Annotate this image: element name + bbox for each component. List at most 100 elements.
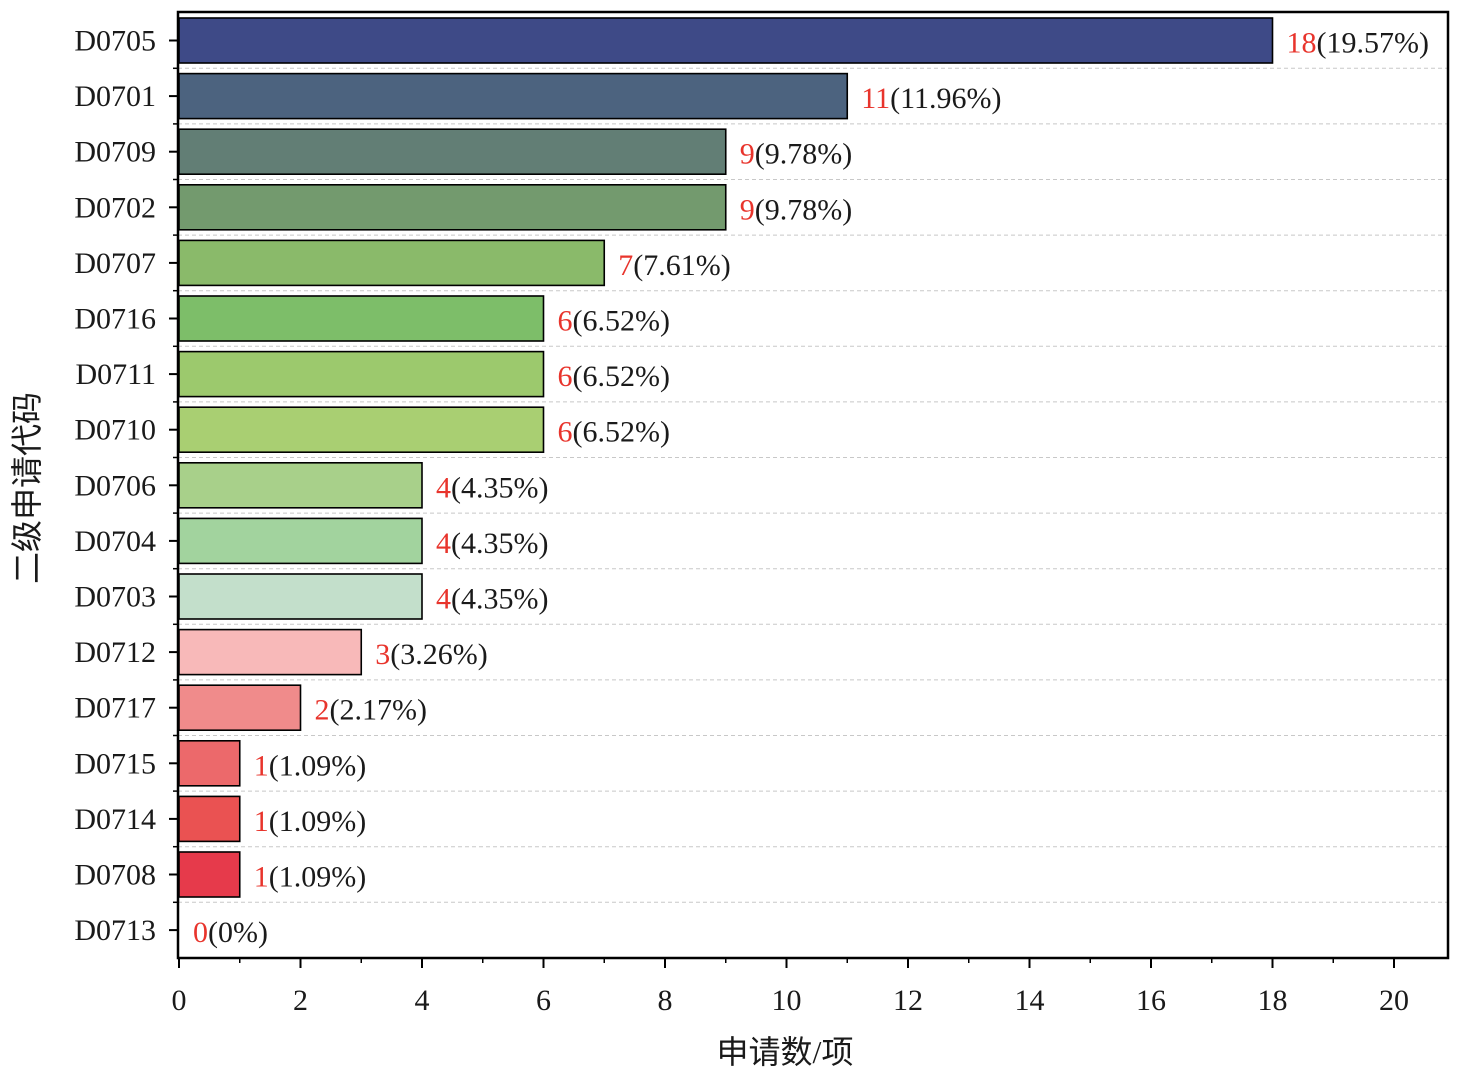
data-label-d0702: 9(9.78%) [740,193,852,226]
y-tick-label: D0709 [74,136,156,169]
y-tick-label: D0710 [74,414,156,447]
bar-d0711 [178,350,545,398]
percent-label: (1.09%) [269,861,366,894]
data-label-d0701: 11(11.96%) [861,82,1001,115]
percent-label: (6.52%) [573,416,670,449]
bar-d0706 [178,461,423,509]
percent-label: (4.35%) [451,471,548,504]
data-label-d0710: 6(6.52%) [558,416,670,449]
x-tick-label: 6 [536,984,551,1017]
value-label: 11 [861,82,890,115]
percent-label: (1.09%) [269,805,366,838]
data-label-d0706: 4(4.35%) [436,471,548,504]
bar-d0712 [178,628,363,676]
y-tick-label: D0703 [74,581,156,614]
value-label: 4 [436,583,451,616]
percent-label: (11.96%) [890,82,1001,115]
value-label: 4 [436,527,451,560]
data-label-d0712: 3(3.26%) [375,638,487,671]
percent-label: (6.52%) [573,360,670,393]
y-tick-label: D0714 [74,803,156,836]
percent-label: (9.78%) [755,138,852,171]
bar-d0715 [178,739,241,787]
x-tick-label: 2 [293,984,308,1017]
value-label: 3 [375,638,390,671]
data-label-d0709: 9(9.78%) [740,138,852,171]
bar-d0710 [178,406,545,454]
data-label-d0716: 6(6.52%) [558,305,670,338]
data-label-d0705: 18(19.57%) [1287,27,1429,60]
y-tick-label: D0704 [74,525,156,558]
y-tick-label: D0716 [74,303,156,336]
bar-d0704 [178,517,423,565]
y-tick-label: D0708 [74,859,156,892]
percent-label: (4.35%) [451,583,548,616]
y-tick-label: D0706 [74,469,156,502]
bar-d0709 [178,128,727,175]
y-tick-label: D0715 [74,747,156,780]
value-label: 1 [254,805,269,838]
bars [178,17,1274,898]
x-tick-label: 0 [172,984,187,1017]
value-label: 6 [558,305,573,338]
y-tick-label: D0702 [74,191,156,224]
percent-label: (19.57%) [1317,27,1429,60]
value-label: 9 [740,193,755,226]
value-label: 7 [618,249,633,282]
x-tick-label: 16 [1136,984,1166,1017]
x-tick-label: 10 [772,984,802,1017]
bar-d0707 [178,239,606,287]
grid-lines [178,67,1448,903]
percent-label: (6.52%) [573,305,670,338]
y-tick-label: D0712 [74,636,156,669]
percent-label: (3.26%) [390,638,487,671]
x-tick-label: 8 [658,984,673,1017]
bar-d0705 [178,17,1274,64]
value-label: 0 [193,916,208,949]
y-axis: D0705 D0701 D0709 D0702 D0707 D0716 D0711 D0710… [74,25,178,947]
x-tick-label: 4 [415,984,430,1017]
bar-d0703 [178,573,423,620]
x-tick-label: 18 [1258,984,1288,1017]
data-label-d0711: 6(6.52%) [558,360,670,393]
bar-d0714 [178,795,241,843]
value-label: 2 [315,694,330,727]
y-axis-title: 二级申请代码 [9,392,45,584]
value-label: 4 [436,471,451,504]
bar-d0717 [178,684,302,732]
percent-label: (7.61%) [633,249,730,282]
value-label: 18 [1287,27,1317,60]
bar-d0716 [178,295,545,342]
data-labels: 18(19.57%)11(11.96%)9(9.78%)9(9.78%)7(7.… [193,27,1429,950]
data-label-d0713: 0(0%) [193,916,268,949]
y-tick-label: D0717 [74,692,156,725]
y-tick-label: D0711 [75,358,156,391]
value-label: 6 [558,360,573,393]
bar-d0708 [178,851,241,898]
x-axis: 0 2 4 6 8 10 12 14 16 18 20 [172,958,1409,1017]
data-label-d0704: 4(4.35%) [436,527,548,560]
x-tick-label: 20 [1379,984,1409,1017]
data-label-d0703: 4(4.35%) [436,583,548,616]
value-label: 6 [558,416,573,449]
value-label: 1 [254,861,269,894]
percent-label: (0%) [208,916,268,949]
y-tick-label: D0707 [74,247,156,280]
value-label: 9 [740,138,755,171]
percent-label: (9.78%) [755,193,852,226]
bar-d0702 [178,184,727,231]
y-tick-label: D0705 [74,25,156,58]
data-label-d0715: 1(1.09%) [254,749,366,782]
data-label-d0707: 7(7.61%) [618,249,730,282]
value-label: 1 [254,749,269,782]
data-label-d0708: 1(1.09%) [254,861,366,894]
x-tick-label: 14 [1015,984,1045,1017]
percent-label: (2.17%) [330,694,427,727]
data-label-d0714: 1(1.09%) [254,805,366,838]
bar-d0701 [178,72,849,120]
x-tick-label: 12 [893,984,923,1017]
y-tick-label: D0713 [74,914,156,947]
y-tick-label: D0701 [74,80,156,113]
percent-label: (4.35%) [451,527,548,560]
